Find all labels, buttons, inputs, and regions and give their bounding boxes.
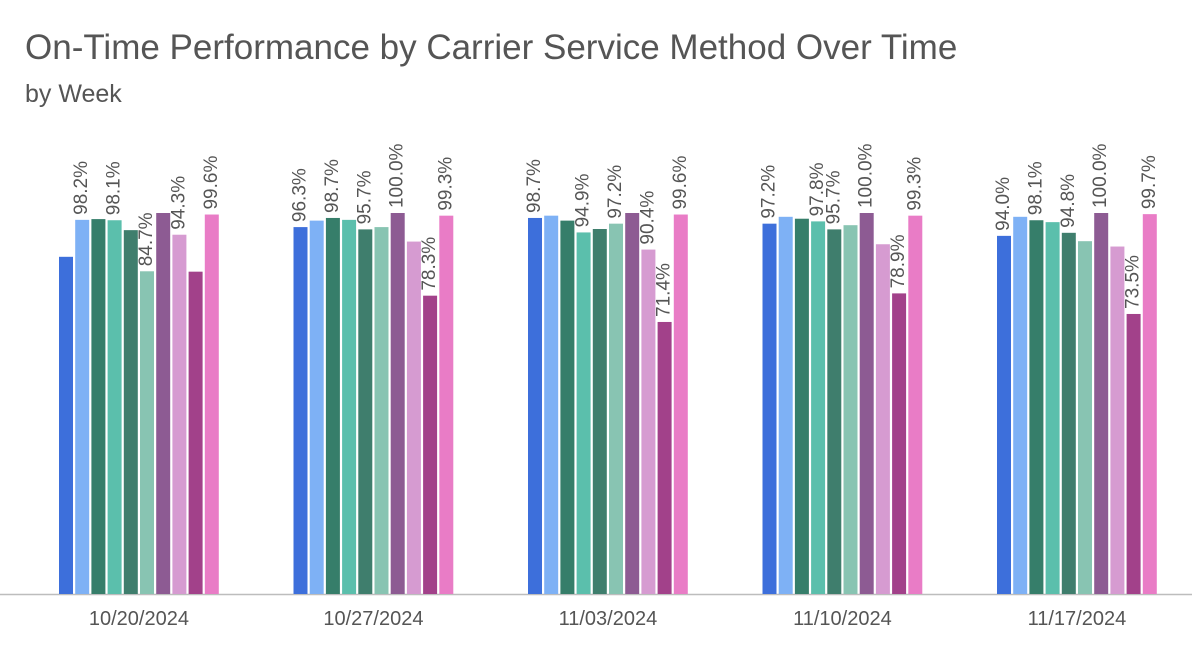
- bar: [657, 321, 672, 594]
- bar: [325, 217, 340, 594]
- chart-title: On-Time Performance by Carrier Service M…: [25, 28, 958, 67]
- bar: [1110, 246, 1125, 594]
- data-label: 94.8%: [1058, 174, 1079, 228]
- bar: [544, 215, 559, 595]
- bar: [123, 230, 138, 594]
- data-label: 98.1%: [104, 161, 125, 215]
- bar: [358, 229, 373, 594]
- data-label: 94.3%: [168, 176, 189, 230]
- bar: [609, 223, 623, 594]
- bar: [1013, 216, 1028, 594]
- bar: [908, 215, 923, 595]
- bar: [188, 271, 203, 594]
- data-label: 73.5%: [1123, 255, 1144, 309]
- bar: [293, 227, 308, 595]
- bar: [406, 241, 421, 594]
- bar: [875, 244, 890, 594]
- data-label: 99.6%: [670, 156, 691, 210]
- data-label: 84.7%: [136, 212, 157, 266]
- bar: [811, 221, 826, 594]
- data-label: 98.7%: [524, 159, 545, 213]
- data-label: 98.1%: [1025, 161, 1046, 215]
- bar: [91, 219, 106, 594]
- bar: [75, 219, 90, 594]
- bar: [1078, 241, 1092, 594]
- bar: [1029, 220, 1044, 594]
- bar: [342, 219, 357, 594]
- bar: [1045, 222, 1060, 595]
- bar: [1142, 214, 1157, 594]
- x-tick-label: 11/10/2024: [793, 608, 892, 630]
- bar: [794, 218, 809, 594]
- data-label: 97.8%: [807, 162, 828, 216]
- bar: [374, 227, 389, 595]
- bar: [1094, 213, 1109, 594]
- x-tick-label: 11/03/2024: [559, 608, 658, 630]
- bar: [843, 225, 858, 594]
- data-label: 100.0%: [1090, 143, 1111, 208]
- bar: [1126, 313, 1141, 594]
- data-label: 94.9%: [573, 173, 594, 227]
- bar: [641, 249, 656, 595]
- data-label: 100.0%: [387, 143, 408, 208]
- data-label: 96.3%: [290, 168, 311, 222]
- data-label: 98.7%: [322, 159, 343, 213]
- bar: [576, 232, 591, 594]
- data-label: 99.6%: [201, 156, 222, 210]
- bar: [107, 220, 122, 594]
- bar: [390, 213, 405, 594]
- data-label: 71.4%: [654, 263, 675, 317]
- bar: [997, 235, 1011, 595]
- data-label: 94.0%: [993, 177, 1014, 231]
- bar: [528, 217, 542, 594]
- data-label: 90.4%: [637, 191, 658, 245]
- x-tick-label: 10/27/2024: [323, 608, 423, 630]
- bar: [859, 213, 874, 594]
- data-label: 99.3%: [435, 157, 456, 211]
- data-label: 99.7%: [1139, 155, 1160, 209]
- bar: [309, 220, 324, 594]
- bar: [204, 214, 219, 595]
- data-label: 98.2%: [71, 161, 92, 215]
- bar: [439, 215, 454, 595]
- data-label: 97.2%: [605, 165, 626, 219]
- data-label: 95.7%: [354, 170, 375, 224]
- x-tick-label: 11/17/2024: [1028, 608, 1127, 630]
- data-label: 99.3%: [904, 157, 925, 211]
- data-label: 78.3%: [419, 237, 440, 291]
- bar: [762, 223, 777, 594]
- bar: [827, 229, 842, 594]
- chart-subtitle: by Week: [25, 80, 122, 108]
- bar: [892, 293, 907, 594]
- bar: [673, 214, 688, 595]
- bar: [778, 216, 793, 594]
- data-label: 97.2%: [759, 165, 780, 219]
- data-label: 100.0%: [856, 143, 877, 208]
- bar: [560, 220, 575, 594]
- bar: [423, 295, 438, 594]
- x-tick-label: 10/20/2024: [89, 608, 189, 630]
- bar: [1061, 232, 1076, 594]
- bar: [592, 229, 607, 594]
- data-label: 95.7%: [823, 170, 844, 224]
- bar: [625, 213, 640, 594]
- bar: [156, 213, 171, 594]
- bar: [59, 256, 73, 594]
- data-label: 78.9%: [888, 234, 909, 288]
- bar: [140, 271, 154, 594]
- bar: [172, 234, 187, 595]
